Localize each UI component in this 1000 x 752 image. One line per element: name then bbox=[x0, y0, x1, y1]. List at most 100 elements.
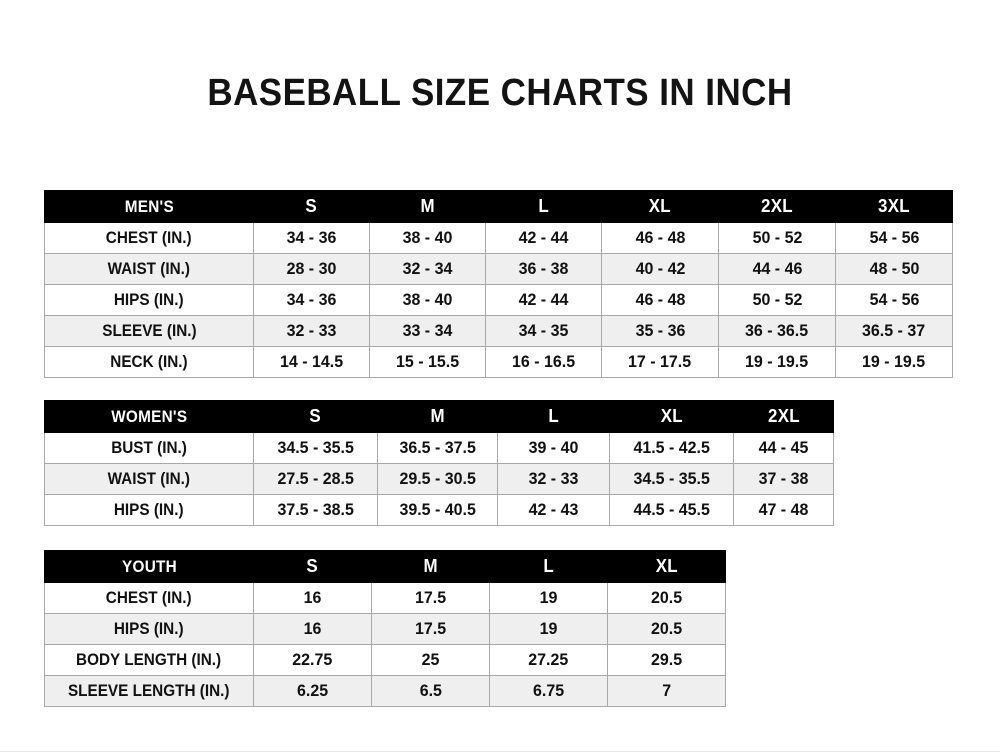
cell-body-length-s: 22.75 bbox=[253, 644, 372, 676]
row-label-hips: HIPS (IN.) bbox=[44, 494, 254, 526]
womens-size-table: WOMEN'S S M L XL 2XL BUST (IN.) 34.5 - 3… bbox=[44, 400, 834, 526]
youth-table-body: CHEST (IN.) 16 17.5 19 20.5 HIPS (IN.) 1… bbox=[44, 582, 726, 707]
cell-chest-2xl: 50 - 52 bbox=[718, 222, 836, 254]
cell-waist-xl: 40 - 42 bbox=[601, 253, 719, 285]
row-label-body-length: BODY LENGTH (IN.) bbox=[44, 644, 254, 676]
cell-waist-l: 36 - 38 bbox=[485, 253, 602, 285]
cell-bust-m: 36.5 - 37.5 bbox=[377, 432, 498, 464]
womens-table-body: BUST (IN.) 34.5 - 35.5 36.5 - 37.5 39 - … bbox=[44, 432, 834, 526]
mens-col-header-s: S bbox=[253, 190, 370, 223]
womens-table-head: WOMEN'S S M L XL 2XL bbox=[44, 400, 834, 433]
mens-col-header-m: M bbox=[369, 190, 486, 223]
mens-col-header-3xl: 3XL bbox=[835, 190, 953, 223]
youth-table-head: YOUTH S M L XL bbox=[44, 550, 726, 583]
cell-sleeve-m: 33 - 34 bbox=[369, 315, 486, 347]
cell-sleeve-length-l: 6.75 bbox=[489, 675, 608, 707]
cell-chest-xl: 20.5 bbox=[607, 582, 726, 614]
cell-hips-xl: 44.5 - 45.5 bbox=[609, 494, 734, 526]
youth-col-header-xl: XL bbox=[607, 550, 726, 583]
cell-sleeve-length-s: 6.25 bbox=[253, 675, 372, 707]
mens-col-header-xl: XL bbox=[601, 190, 719, 223]
cell-body-length-m: 25 bbox=[371, 644, 490, 676]
youth-col-header-s: S bbox=[253, 550, 372, 583]
womens-col-header-l: L bbox=[497, 400, 610, 433]
womens-col-header-m: M bbox=[377, 400, 498, 433]
cell-neck-l: 16 - 16.5 bbox=[485, 346, 602, 378]
mens-col-header-l: L bbox=[485, 190, 602, 223]
cell-neck-3xl: 19 - 19.5 bbox=[835, 346, 953, 378]
cell-hips-3xl: 54 - 56 bbox=[835, 284, 953, 316]
table-header-row: MEN'S S M L XL 2XL 3XL bbox=[44, 190, 953, 223]
cell-hips-m: 39.5 - 40.5 bbox=[377, 494, 498, 526]
cell-chest-s: 16 bbox=[253, 582, 372, 614]
row-label-hips: HIPS (IN.) bbox=[44, 613, 254, 645]
cell-waist-3xl: 48 - 50 bbox=[835, 253, 953, 285]
youth-corner-label: YOUTH bbox=[44, 550, 254, 583]
row-label-chest: CHEST (IN.) bbox=[44, 582, 254, 614]
row-label-neck: NECK (IN.) bbox=[44, 346, 254, 378]
mens-size-table: MEN'S S M L XL 2XL 3XL CHEST (IN.) 34 - … bbox=[44, 190, 953, 378]
cell-neck-2xl: 19 - 19.5 bbox=[718, 346, 836, 378]
cell-hips-m: 38 - 40 bbox=[369, 284, 486, 316]
mens-table-head: MEN'S S M L XL 2XL 3XL bbox=[44, 190, 953, 223]
cell-sleeve-l: 34 - 35 bbox=[485, 315, 602, 347]
cell-chest-s: 34 - 36 bbox=[253, 222, 370, 254]
youth-col-header-l: L bbox=[489, 550, 608, 583]
mens-col-header-2xl: 2XL bbox=[718, 190, 836, 223]
cell-chest-l: 19 bbox=[489, 582, 608, 614]
mens-table-body: CHEST (IN.) 34 - 36 38 - 40 42 - 44 46 -… bbox=[44, 222, 953, 378]
cell-neck-m: 15 - 15.5 bbox=[369, 346, 486, 378]
cell-sleeve-xl: 35 - 36 bbox=[601, 315, 719, 347]
cell-hips-2xl: 50 - 52 bbox=[718, 284, 836, 316]
mens-corner-label: MEN'S bbox=[44, 190, 254, 223]
cell-sleeve-3xl: 36.5 - 37 bbox=[835, 315, 953, 347]
cell-waist-s: 28 - 30 bbox=[253, 253, 370, 285]
cell-hips-s: 37.5 - 38.5 bbox=[253, 494, 378, 526]
row-label-waist: WAIST (IN.) bbox=[44, 463, 254, 495]
table-row: HIPS (IN.) 37.5 - 38.5 39.5 - 40.5 42 - … bbox=[44, 494, 834, 526]
cell-bust-s: 34.5 - 35.5 bbox=[253, 432, 378, 464]
cell-bust-xl: 41.5 - 42.5 bbox=[609, 432, 734, 464]
cell-hips-s: 34 - 36 bbox=[253, 284, 370, 316]
womens-col-header-2xl: 2XL bbox=[733, 400, 834, 433]
cell-hips-xl: 20.5 bbox=[607, 613, 726, 645]
table-header-row: YOUTH S M L XL bbox=[44, 550, 726, 583]
cell-sleeve-2xl: 36 - 36.5 bbox=[718, 315, 836, 347]
womens-corner-label: WOMEN'S bbox=[44, 400, 254, 433]
row-label-hips: HIPS (IN.) bbox=[44, 284, 254, 316]
row-label-waist: WAIST (IN.) bbox=[44, 253, 254, 285]
cell-body-length-l: 27.25 bbox=[489, 644, 608, 676]
cell-hips-l: 19 bbox=[489, 613, 608, 645]
cell-hips-s: 16 bbox=[253, 613, 372, 645]
youth-size-table: YOUTH S M L XL CHEST (IN.) 16 17.5 19 20… bbox=[44, 550, 726, 707]
table-row: HIPS (IN.) 34 - 36 38 - 40 42 - 44 46 - … bbox=[44, 284, 953, 316]
womens-col-header-xl: XL bbox=[609, 400, 734, 433]
cell-hips-xl: 46 - 48 bbox=[601, 284, 719, 316]
cell-waist-xl: 34.5 - 35.5 bbox=[609, 463, 734, 495]
table-row: HIPS (IN.) 16 17.5 19 20.5 bbox=[44, 613, 726, 645]
cell-sleeve-length-xl: 7 bbox=[607, 675, 726, 707]
row-label-sleeve: SLEEVE (IN.) bbox=[44, 315, 254, 347]
cell-neck-xl: 17 - 17.5 bbox=[601, 346, 719, 378]
cell-waist-l: 32 - 33 bbox=[497, 463, 610, 495]
table-row: SLEEVE LENGTH (IN.) 6.25 6.5 6.75 7 bbox=[44, 675, 726, 707]
youth-col-header-m: M bbox=[371, 550, 490, 583]
table-row: BUST (IN.) 34.5 - 35.5 36.5 - 37.5 39 - … bbox=[44, 432, 834, 464]
table-row: SLEEVE (IN.) 32 - 33 33 - 34 34 - 35 35 … bbox=[44, 315, 953, 347]
table-row: CHEST (IN.) 16 17.5 19 20.5 bbox=[44, 582, 726, 614]
womens-col-header-s: S bbox=[253, 400, 378, 433]
cell-hips-2xl: 47 - 48 bbox=[733, 494, 834, 526]
row-label-bust: BUST (IN.) bbox=[44, 432, 254, 464]
cell-chest-m: 38 - 40 bbox=[369, 222, 486, 254]
cell-sleeve-length-m: 6.5 bbox=[371, 675, 490, 707]
page-title: BASEBALL SIZE CHARTS IN INCH bbox=[207, 72, 793, 114]
cell-waist-2xl: 37 - 38 bbox=[733, 463, 834, 495]
cell-waist-2xl: 44 - 46 bbox=[718, 253, 836, 285]
cell-neck-s: 14 - 14.5 bbox=[253, 346, 370, 378]
cell-hips-l: 42 - 44 bbox=[485, 284, 602, 316]
table-row: BODY LENGTH (IN.) 22.75 25 27.25 29.5 bbox=[44, 644, 726, 676]
cell-waist-m: 29.5 - 30.5 bbox=[377, 463, 498, 495]
cell-chest-m: 17.5 bbox=[371, 582, 490, 614]
cell-body-length-xl: 29.5 bbox=[607, 644, 726, 676]
